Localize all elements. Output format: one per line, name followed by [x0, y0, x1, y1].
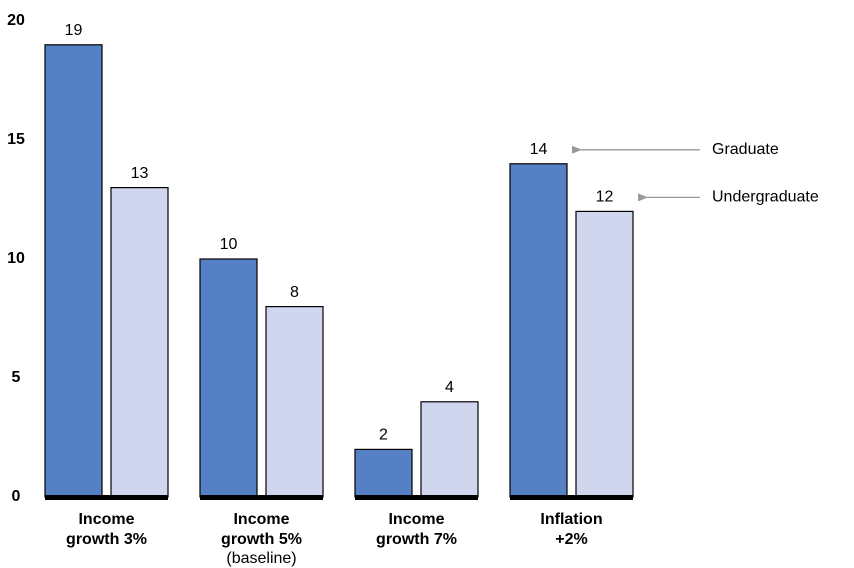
x-tick-label: Income growth 3%: [66, 511, 147, 548]
value-label: 13: [131, 165, 149, 182]
y-tick-label: 15: [7, 131, 25, 148]
x-tick-line: Inflation: [540, 511, 602, 528]
bar: [354, 448, 413, 498]
y-tick-label: 20: [7, 12, 25, 29]
value-label: 14: [530, 141, 548, 158]
x-tick-line: +2%: [555, 531, 587, 548]
baseline: [45, 495, 168, 500]
y-tick-label: 5: [12, 369, 21, 386]
x-tick-label: Income growth 5%: [221, 511, 302, 548]
x-tick-label: Income growth 7%: [376, 511, 457, 548]
bar: [575, 210, 634, 498]
baseline: [200, 495, 323, 500]
value-label: 10: [220, 236, 238, 253]
x-tick-line: Income: [388, 511, 444, 528]
bar: [265, 306, 324, 498]
legend-label: Graduate: [712, 141, 779, 158]
bar: [509, 163, 568, 498]
y-tick-label: 0: [12, 488, 21, 505]
value-label: 8: [290, 284, 299, 301]
legend-label: Undergraduate: [712, 189, 819, 206]
value-label: 4: [445, 379, 454, 396]
bar: [44, 44, 103, 498]
value-label: 12: [596, 189, 614, 206]
x-tick-line: Income: [78, 511, 134, 528]
x-tick-line: growth 5%: [221, 531, 302, 548]
x-tick-line: growth 7%: [376, 531, 457, 548]
bar: [420, 401, 479, 498]
baseline: [355, 495, 478, 500]
x-tick-line: growth 3%: [66, 531, 147, 548]
value-label: 2: [379, 427, 388, 444]
baseline: [510, 495, 633, 500]
y-tick-label: 10: [7, 250, 25, 267]
x-tick-line: Income: [233, 511, 289, 528]
bar: [110, 187, 169, 498]
bar: [199, 258, 258, 498]
category-note: (baseline): [226, 550, 296, 567]
x-tick-label: Inflation +2%: [540, 511, 602, 548]
value-label: 19: [65, 22, 83, 39]
